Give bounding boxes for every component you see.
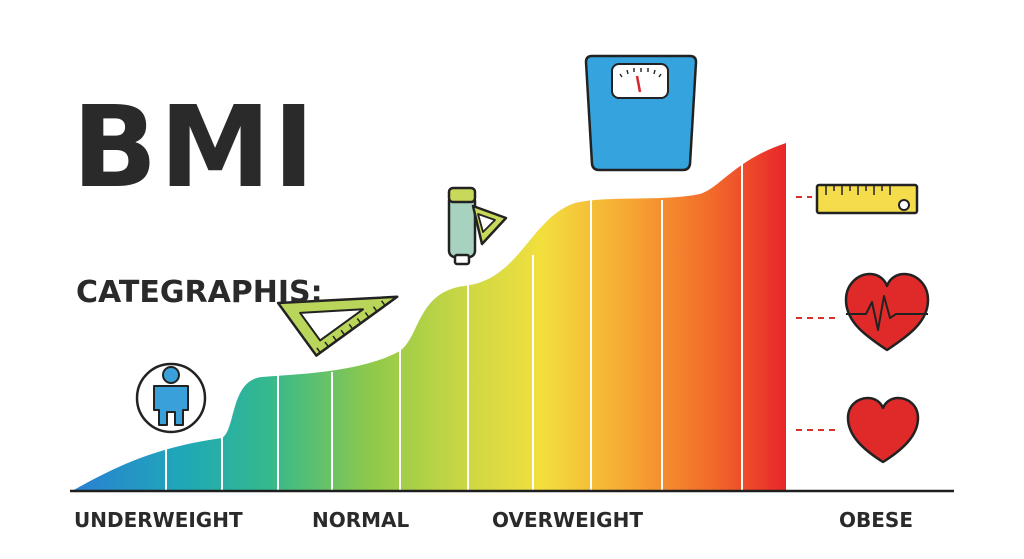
category-label-obese: OBESE xyxy=(839,508,913,532)
category-label-overweight: OVERWEIGHT xyxy=(492,508,643,532)
category-label-underweight: UNDERWEIGHT xyxy=(74,508,243,532)
set-square-ruler-icon xyxy=(276,295,399,357)
category-label-normal: NORMAL xyxy=(312,508,410,532)
ruler-icon xyxy=(815,183,919,215)
heartbeat-heart-icon xyxy=(844,272,930,352)
measuring-tool-icon xyxy=(447,186,508,266)
bmi-divider-lines xyxy=(165,162,743,491)
heart-icon xyxy=(846,396,920,464)
page-title: BMI xyxy=(72,83,317,213)
bathroom-scale-icon xyxy=(584,54,698,172)
bmi-gradient-curve xyxy=(72,143,786,491)
person-in-circle-icon xyxy=(135,362,207,434)
dashed-connectors xyxy=(796,196,836,431)
page-subtitle: CATEGRAPHIS: xyxy=(76,275,323,310)
